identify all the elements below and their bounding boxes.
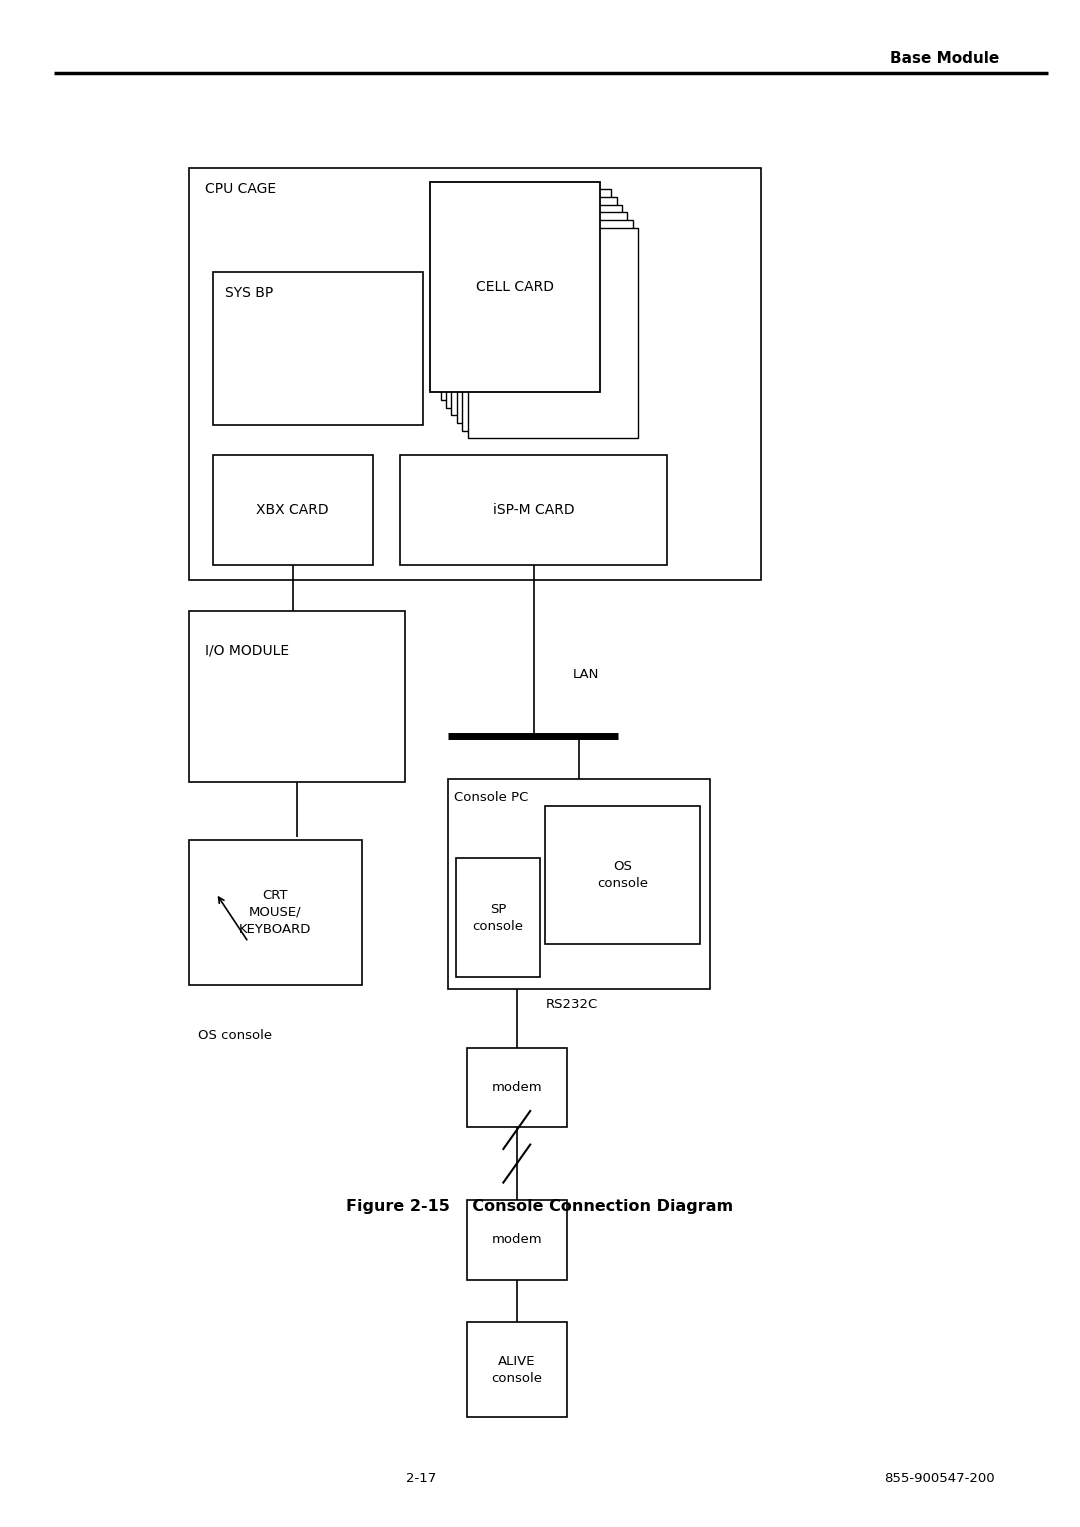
Text: LAN: LAN xyxy=(572,669,598,681)
Text: OS
console: OS console xyxy=(597,860,648,890)
Text: ALIVE
console: ALIVE console xyxy=(491,1354,542,1385)
Bar xyxy=(189,168,761,580)
Bar xyxy=(441,189,611,400)
Text: Base Module: Base Module xyxy=(890,50,1000,66)
Text: modem: modem xyxy=(491,1234,542,1246)
Bar xyxy=(456,858,540,977)
Text: Figure 2-15    Console Connection Diagram: Figure 2-15 Console Connection Diagram xyxy=(347,1199,733,1214)
Text: CELL CARD: CELL CARD xyxy=(476,279,554,295)
Bar xyxy=(213,455,373,565)
Text: SYS BP: SYS BP xyxy=(225,286,273,301)
Bar xyxy=(468,228,638,438)
Bar xyxy=(467,1322,567,1417)
Bar xyxy=(457,212,627,423)
Bar xyxy=(189,840,362,985)
Text: OS console: OS console xyxy=(199,1029,272,1041)
Bar xyxy=(446,197,617,408)
Text: CPU CAGE: CPU CAGE xyxy=(205,182,276,197)
Bar xyxy=(467,1200,567,1280)
Bar xyxy=(462,220,633,431)
Text: RS232C: RS232C xyxy=(545,999,597,1011)
Text: iSP-M CARD: iSP-M CARD xyxy=(492,502,575,518)
Text: modem: modem xyxy=(491,1081,542,1093)
Text: SP
console: SP console xyxy=(472,902,524,933)
Text: CRT
MOUSE/
KEYBOARD: CRT MOUSE/ KEYBOARD xyxy=(239,889,312,936)
Bar xyxy=(467,1048,567,1127)
Bar xyxy=(545,806,700,944)
Bar xyxy=(213,272,423,425)
Bar xyxy=(430,182,600,392)
Text: I/O MODULE: I/O MODULE xyxy=(205,643,289,658)
Bar xyxy=(400,455,667,565)
Bar xyxy=(448,779,710,989)
Text: Console PC: Console PC xyxy=(454,791,528,803)
Bar xyxy=(451,205,622,415)
Bar xyxy=(189,611,405,782)
Text: XBX CARD: XBX CARD xyxy=(256,502,329,518)
Text: 855-900547-200: 855-900547-200 xyxy=(885,1472,995,1484)
Text: 2-17: 2-17 xyxy=(406,1472,436,1484)
